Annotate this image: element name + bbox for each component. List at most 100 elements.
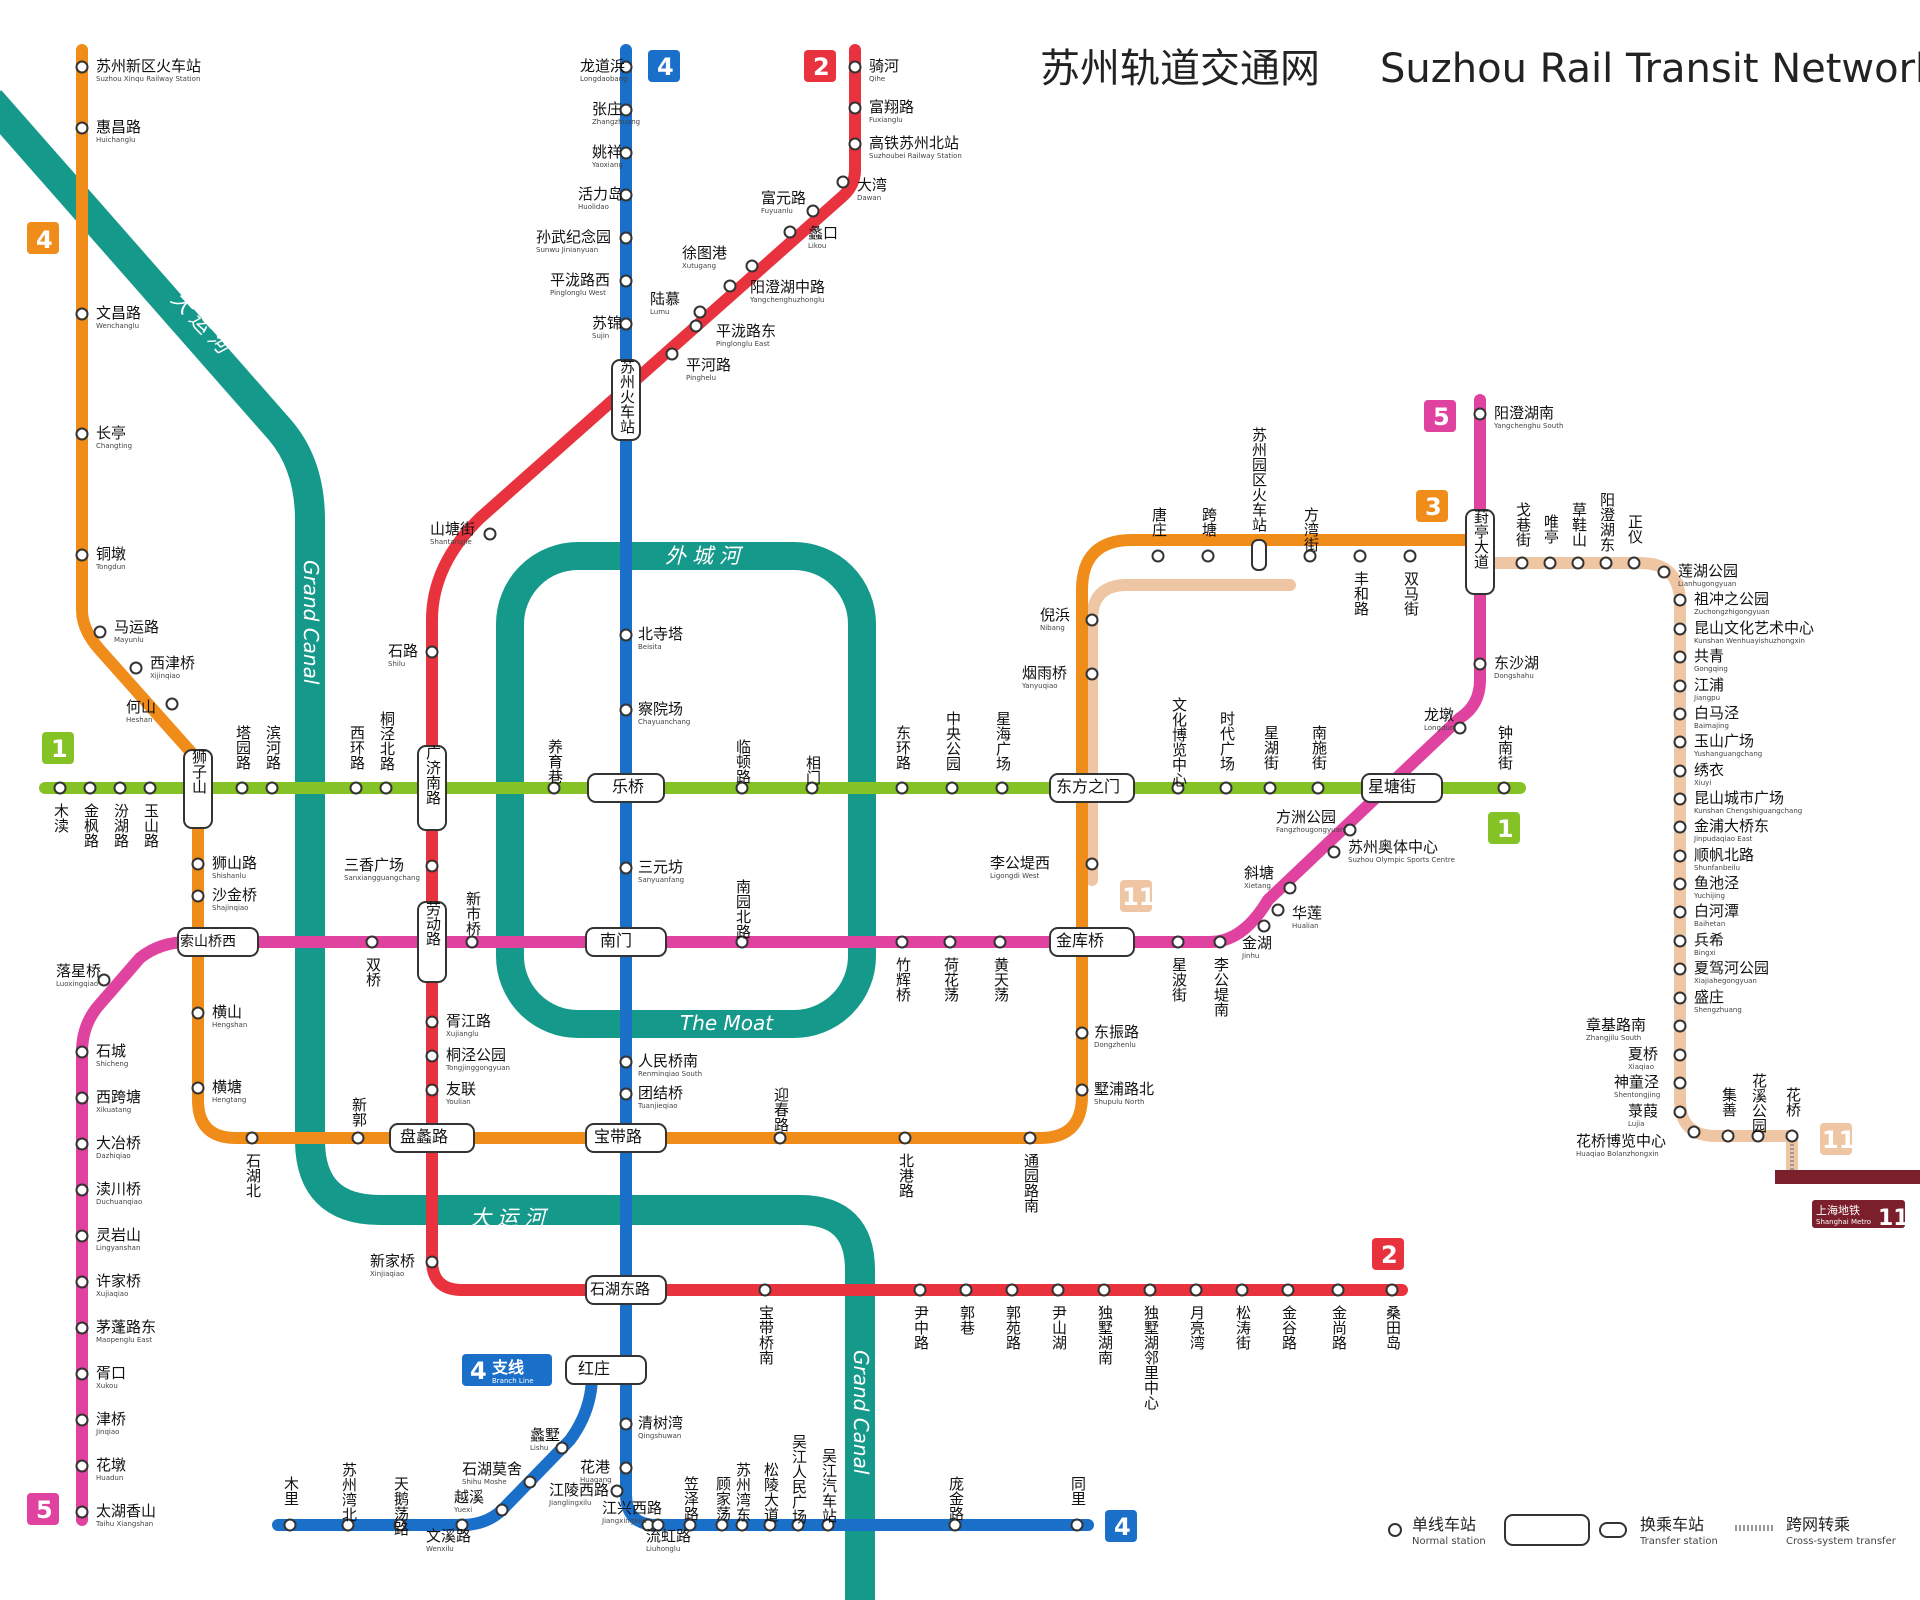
station-marker-jiangpu[interactable]: [1673, 679, 1687, 693]
station-marker-suzhouwan-north[interactable]: [341, 1518, 355, 1532]
station-marker-hehuadang[interactable]: [943, 935, 957, 949]
station-marker-duchuanqiao[interactable]: [75, 1183, 89, 1197]
station-marker-suzhou-xinqu-railway-station[interactable]: [75, 60, 89, 74]
station-marker-zhangjilu-south[interactable]: [1673, 1019, 1687, 1033]
station-marker-shilu[interactable]: [425, 645, 439, 659]
station-marker-gongqing[interactable]: [1673, 650, 1687, 664]
station-marker-longdaobang[interactable]: [619, 60, 633, 74]
station-marker-beiganglu[interactable]: [898, 1131, 912, 1145]
station-marker-jinpudaqiao-east[interactable]: [1673, 820, 1687, 834]
station-marker-yangchenghu-south[interactable]: [1473, 407, 1487, 421]
station-marker-dushuhu-south[interactable]: [1097, 1283, 1111, 1297]
station-marker-shupulu-north[interactable]: [1075, 1083, 1089, 1097]
station-marker-jingulu[interactable]: [1281, 1283, 1295, 1297]
station-marker-xujianglu[interactable]: [425, 1015, 439, 1029]
station-marker-qihe[interactable]: [848, 60, 862, 74]
station-marker-hengtang[interactable]: [191, 1081, 205, 1095]
station-marker-lingyanshan[interactable]: [75, 1229, 89, 1243]
station-marker-jishan[interactable]: [1721, 1129, 1735, 1143]
station-marker-huaxigongyuan[interactable]: [1751, 1129, 1765, 1143]
station-marker-xiaqiao[interactable]: [1673, 1048, 1687, 1062]
station-marker-pinglonglu-east[interactable]: [689, 319, 703, 333]
station-marker-heshan[interactable]: [165, 697, 179, 711]
station-marker-suzhou-olympic-sports-centre[interactable]: [1327, 845, 1341, 859]
station-marker-huichanglu[interactable]: [75, 121, 89, 135]
station-marker-xiuyi[interactable]: [1673, 764, 1687, 778]
station-marker-sanyuanfang[interactable]: [619, 861, 633, 875]
station-marker-xutugang[interactable]: [745, 259, 759, 273]
station-marker-tayuanlu[interactable]: [235, 781, 249, 795]
station-marker-yushanlu[interactable]: [143, 781, 157, 795]
station-marker-ligongdi-west[interactable]: [1085, 857, 1099, 871]
station-marker-xinjiaqiao[interactable]: [425, 1255, 439, 1269]
station-marker-wenhuabolanzhongxin[interactable]: [1171, 781, 1185, 795]
station-marker-baodaiqiao-south[interactable]: [758, 1283, 772, 1297]
station-marker-sangtiandao[interactable]: [1385, 1283, 1399, 1297]
station-marker-jianglingxilu[interactable]: [610, 1484, 624, 1498]
station-marker-nibang[interactable]: [1085, 613, 1099, 627]
station-marker-dongshahu[interactable]: [1473, 657, 1487, 671]
station-marker-baihetan[interactable]: [1673, 905, 1687, 919]
station-marker-yuexi[interactable]: [495, 1503, 509, 1517]
station-marker-yushanguangchang[interactable]: [1673, 735, 1687, 749]
station-marker-xukou[interactable]: [75, 1367, 89, 1381]
station-marker-lumu[interactable]: [693, 305, 707, 319]
station-marker-gujiadang[interactable]: [715, 1518, 729, 1532]
station-marker-zhongnanjie[interactable]: [1497, 781, 1511, 795]
station-marker-likou[interactable]: [783, 225, 797, 239]
station-marker-jinqiao[interactable]: [75, 1413, 89, 1427]
station-marker-lizelu[interactable]: [683, 1518, 697, 1532]
station-marker-taihu-xiangshan[interactable]: [75, 1505, 89, 1519]
station-marker-xikuatang[interactable]: [75, 1091, 89, 1105]
station-marker-dawan[interactable]: [836, 175, 850, 189]
station-marker-dushuhu-linlizhongxin[interactable]: [1143, 1283, 1157, 1297]
station-marker-pinglonglu-west[interactable]: [619, 274, 633, 288]
station-marker-wujiang-coach-station[interactable]: [821, 1518, 835, 1532]
station-marker-zhengyi[interactable]: [1627, 556, 1641, 570]
station-marker-huadun[interactable]: [75, 1459, 89, 1473]
station-marker-kuatang[interactable]: [1201, 549, 1215, 563]
station-marker-songtaojie[interactable]: [1235, 1283, 1249, 1297]
station-marker-yingchunlu[interactable]: [773, 1131, 787, 1145]
station-marker-xietang[interactable]: [1283, 881, 1297, 895]
station-marker-pangjinlu[interactable]: [948, 1518, 962, 1532]
station-marker-shihu-moshe[interactable]: [523, 1475, 537, 1489]
station-marker-binhelu[interactable]: [265, 781, 279, 795]
station-marker-fuyuanlu[interactable]: [806, 204, 820, 218]
station-marker-baimajing[interactable]: [1673, 707, 1687, 721]
station-marker-tuanjieqiao[interactable]: [619, 1087, 633, 1101]
station-marker-zuchongzhigongyuan[interactable]: [1673, 593, 1687, 607]
station-marker-nanyuanbeilu[interactable]: [735, 935, 749, 949]
station-marker-tongjingbeilu[interactable]: [379, 781, 393, 795]
station-marker-huaqiao[interactable]: [1785, 1129, 1799, 1143]
station-marker-mudu[interactable]: [53, 781, 67, 795]
station-marker-xinguo[interactable]: [351, 1131, 365, 1145]
station-marker-xihuanlu[interactable]: [349, 781, 363, 795]
station-marker-shunfanbeilu[interactable]: [1673, 849, 1687, 863]
station-marker-zhongyanggongyuan[interactable]: [945, 781, 959, 795]
station-marker-shishanlu[interactable]: [191, 857, 205, 871]
station-marker-yanyuqiao[interactable]: [1085, 667, 1099, 681]
station-marker-sunwu-jinianyuan[interactable]: [619, 231, 633, 245]
station-marker-shuangmajie[interactable]: [1403, 549, 1417, 563]
station-marker-fenghelu[interactable]: [1353, 549, 1367, 563]
station-marker-youlian[interactable]: [425, 1083, 439, 1097]
station-marker-lujia[interactable]: [1673, 1105, 1687, 1119]
station-marker-jinshanglu[interactable]: [1331, 1283, 1345, 1297]
station-marker-huangtiandang[interactable]: [993, 935, 1007, 949]
station-marker-hualian[interactable]: [1271, 903, 1285, 917]
station-marker-pinghelu[interactable]: [665, 347, 679, 361]
station-marker-chayuanchang[interactable]: [619, 703, 633, 717]
station-marker-tongli[interactable]: [1070, 1518, 1084, 1532]
station-marker-shuangqiao[interactable]: [365, 935, 379, 949]
station-marker-yuchijing[interactable]: [1673, 877, 1687, 891]
station-marker-tianedanglu[interactable]: [393, 1518, 407, 1532]
station-marker-lishu[interactable]: [555, 1441, 569, 1455]
station-marker-liuhonglu[interactable]: [651, 1518, 665, 1532]
station-marker-dongzhenlu[interactable]: [1075, 1026, 1089, 1040]
station-marker-xiajiahegongyuan[interactable]: [1673, 962, 1687, 976]
station-marker-shidaiguangchang[interactable]: [1219, 781, 1233, 795]
station-marker-tongyuanlu-south[interactable]: [1023, 1131, 1037, 1145]
station-marker-yangchenghu-east[interactable]: [1599, 556, 1613, 570]
station-marker-lindunlu[interactable]: [735, 781, 749, 795]
